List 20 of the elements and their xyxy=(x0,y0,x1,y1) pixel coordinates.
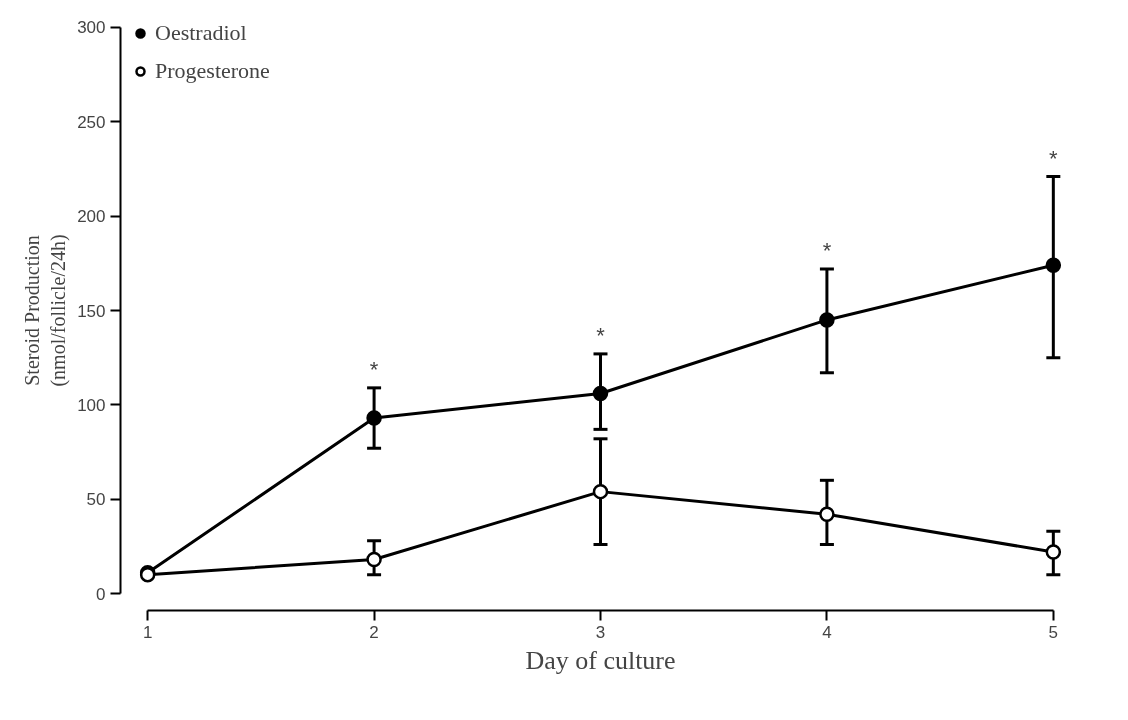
annotation: * xyxy=(596,323,606,349)
y-axis-title: Steroid Production (nmol/follicle/24h) xyxy=(20,234,71,387)
y-tick-label: 100 xyxy=(77,395,106,415)
annotation: * xyxy=(1049,146,1059,172)
x-tick-label: 3 xyxy=(595,622,606,642)
annotation: * xyxy=(369,357,379,383)
y-tick-label: 0 xyxy=(96,584,106,604)
x-tick-label: 5 xyxy=(1048,622,1059,642)
x-axis-title: Day of culture xyxy=(525,645,676,675)
x-tick-label: 2 xyxy=(369,622,379,642)
y-tick-label: 250 xyxy=(77,112,106,132)
x-tick-label: 1 xyxy=(142,622,153,642)
y-tick-label: 300 xyxy=(77,18,106,38)
y-tick-label: 150 xyxy=(77,301,106,321)
x-tick-label: 4 xyxy=(822,622,832,642)
y-tick-label: 50 xyxy=(86,490,106,510)
y-tick-label: 200 xyxy=(77,207,106,227)
legend-label: Progesterone xyxy=(155,58,270,84)
annotation: * xyxy=(822,238,832,264)
legend-label: Oestradiol xyxy=(155,20,247,46)
